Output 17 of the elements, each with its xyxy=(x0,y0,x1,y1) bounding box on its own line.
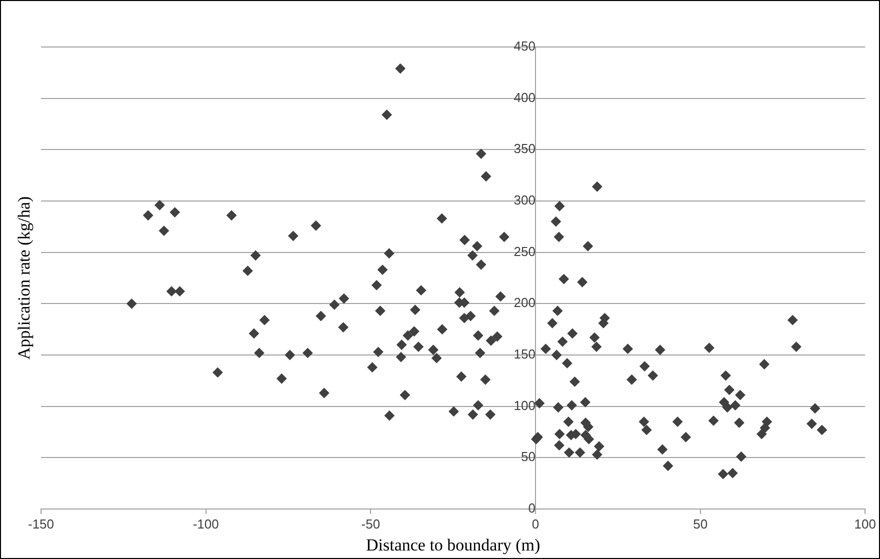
y-tick-label: 100 xyxy=(514,398,536,413)
y-tick-label: 50 xyxy=(521,449,536,464)
y-tick-label: 350 xyxy=(514,141,536,156)
y-tick-label: 150 xyxy=(514,346,536,362)
y-tick-label: 250 xyxy=(514,244,536,259)
y-tick-label: 450 xyxy=(514,38,536,54)
x-tick-label: -150 xyxy=(28,516,54,532)
x-tick-label: 50 xyxy=(693,516,708,532)
y-tick-label: 400 xyxy=(514,90,536,105)
x-axis-title: Distance to boundary (m) xyxy=(366,535,540,554)
x-tick-label: -50 xyxy=(361,516,380,532)
y-tick-label: 200 xyxy=(514,295,536,310)
y-axis-title: Application rate (kg/ha) xyxy=(14,196,34,360)
y-tick-label: 0 xyxy=(528,500,536,516)
y-tick-label: 300 xyxy=(514,192,536,208)
x-tick-label: 100 xyxy=(854,516,876,532)
x-tick-label: -100 xyxy=(192,516,219,532)
